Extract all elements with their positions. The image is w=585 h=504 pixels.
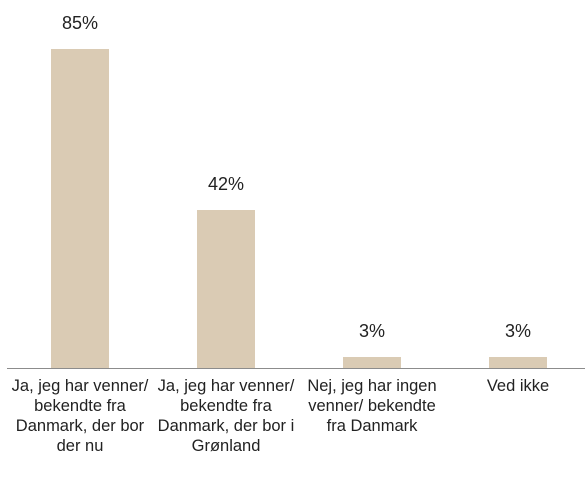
category-label: Nej, jeg har ingen venner/ bekendte fra … [307, 377, 437, 435]
value-label: 85% [61, 13, 99, 33]
bar [197, 210, 255, 368]
bar [51, 49, 109, 368]
value-label: 3% [504, 320, 531, 341]
category-label: Ja, jeg har venner/ bekendte fra Danmark… [157, 377, 295, 455]
bar [489, 356, 547, 368]
value-label: 42% [207, 174, 245, 195]
bar [343, 356, 401, 368]
category-label: Ved ikke [486, 377, 550, 395]
category-label: Ja, jeg har venner/ bekendte fra Danmark… [11, 377, 149, 455]
value-label: 3% [358, 320, 385, 341]
baseline [7, 368, 585, 369]
